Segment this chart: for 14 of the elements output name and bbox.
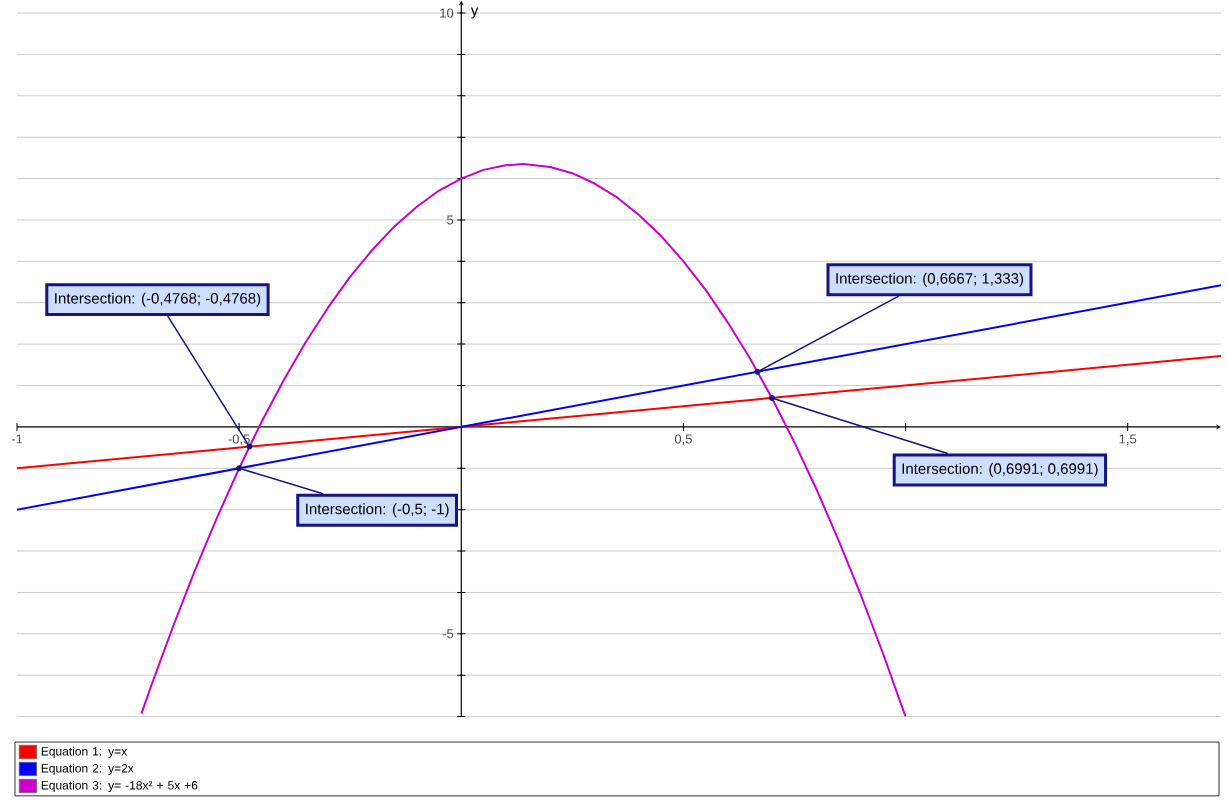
y-tick-label: 10: [440, 8, 454, 18]
y-tick-label: 5: [447, 215, 454, 225]
legend-label: Equation 1: y=x: [41, 746, 128, 759]
legend-label: Equation 3: y= -18x² + 5x +6: [41, 780, 198, 793]
x-tick-label: -1: [11, 434, 23, 444]
x-tick-label: 0,5: [674, 434, 692, 446]
legend-label: Equation 2: y=2x: [41, 763, 134, 776]
annotation: Intersection: (0,6991; 0,6991): [902, 463, 1098, 478]
annotation: Intersection: (0,6667; 1,333): [836, 272, 1024, 287]
annotation: Intersection: (-0,4768; -0,4768): [55, 292, 261, 307]
annotation: Intersection: (-0,5; -1): [306, 503, 449, 518]
x-tick-label: 1,5: [1119, 434, 1137, 446]
y-axis-title: y: [470, 7, 479, 19]
y-tick-label: -5: [442, 629, 454, 639]
